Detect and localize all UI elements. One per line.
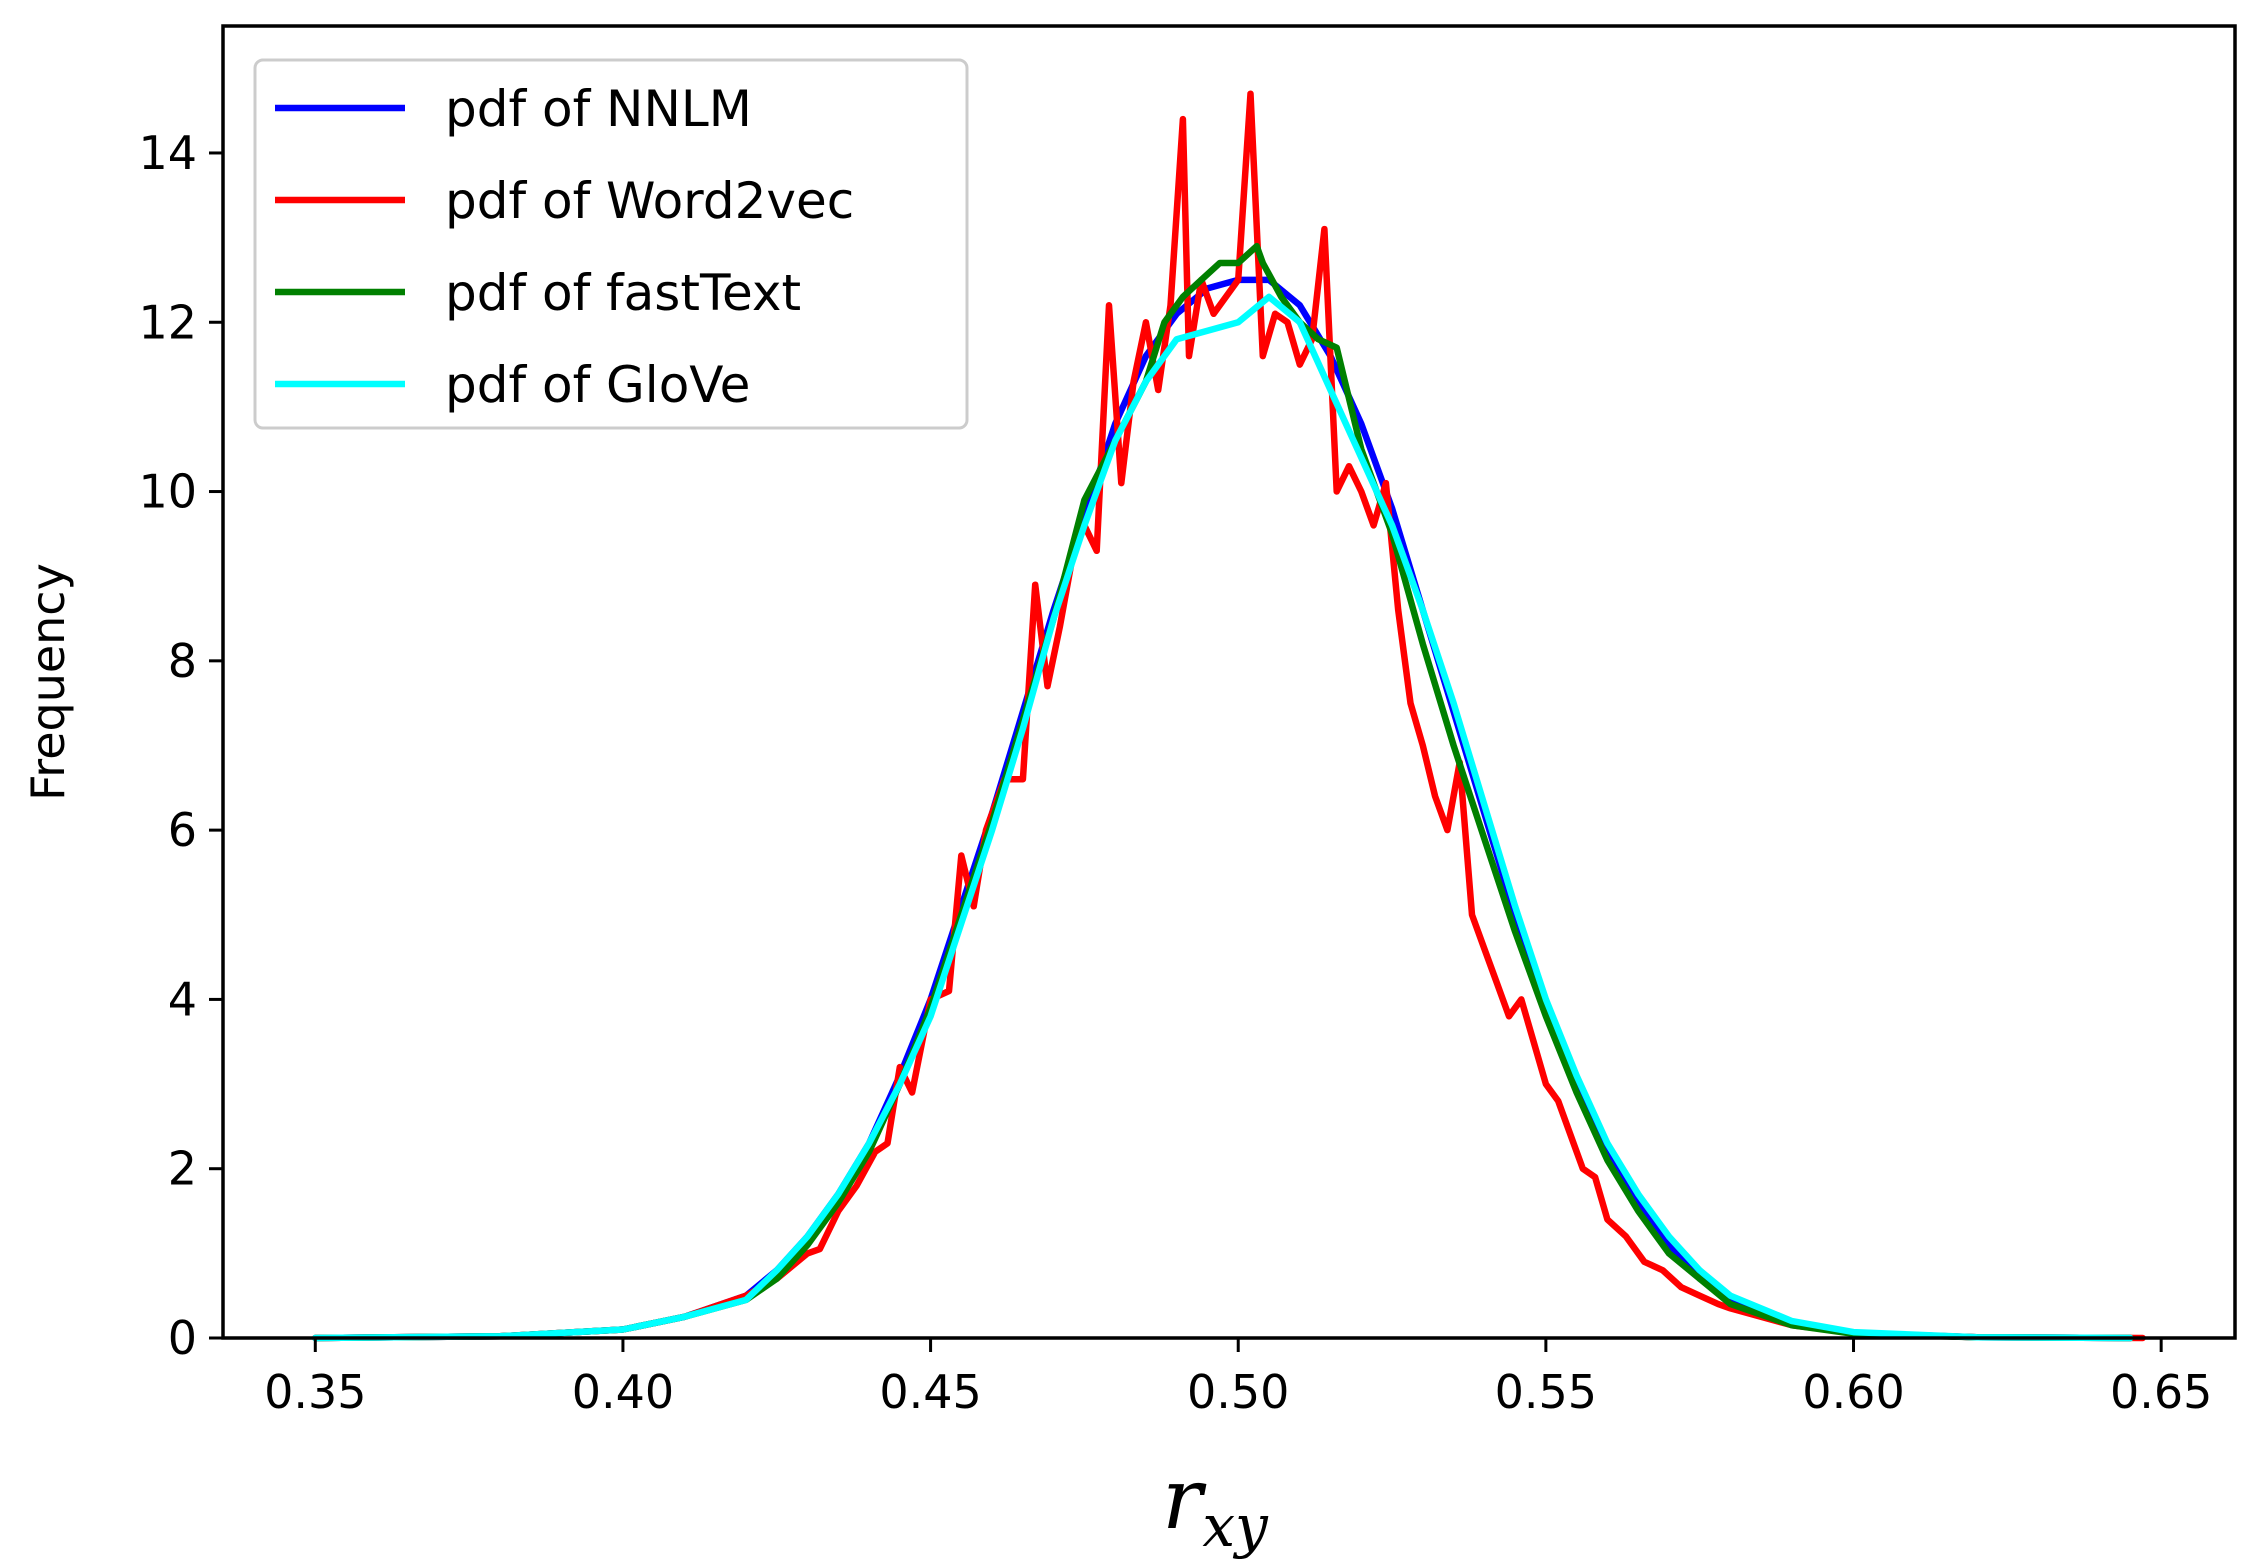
x-tick-label: 0.45 [879, 1365, 981, 1419]
series-layer [312, 90, 2146, 1342]
legend-box [253, 58, 969, 430]
y-tick-label: 12 [138, 295, 197, 349]
x-tick-label: 0.55 [1495, 1365, 1597, 1419]
x-tick-label: 0.40 [572, 1365, 674, 1419]
legend: pdf of NNLM pdf of Word2vec pdf of fastTex… [253, 58, 969, 430]
y-tick-label: 10 [138, 465, 197, 519]
series-line-pdf-of-word2vec [312, 90, 2146, 1342]
x-tick-label: 0.50 [1187, 1365, 1289, 1419]
y-tick-label: 2 [168, 1142, 197, 1196]
x-axis-title-main: r [1162, 1450, 1207, 1548]
legend-label: pdf of Word2vec [445, 172, 854, 230]
y-tick-label: 8 [168, 634, 197, 688]
y-tick-label: 6 [168, 803, 197, 857]
series-line-pdf-of-glove [312, 293, 2134, 1342]
y-tick-label: 14 [138, 126, 197, 180]
x-axis-title-subscript: xy [1202, 1492, 1269, 1560]
y-axis-title: Frequency [21, 563, 75, 801]
legend-entries: pdf of NNLM pdf of Word2vec pdf of fastTex… [275, 80, 854, 414]
legend-label: pdf of fastText [445, 264, 801, 322]
series-line-pdf-of-fasttext [312, 242, 2134, 1342]
legend-label: pdf of GloVe [445, 356, 750, 414]
plot-frame [221, 24, 2237, 1340]
legend-label: pdf of NNLM [445, 80, 752, 138]
y-tick-label: 4 [168, 972, 197, 1026]
y-tick-label: 0 [168, 1311, 197, 1365]
y-axis: 0 2 4 6 8 10 12 14 [138, 126, 223, 1365]
x-tick-label: 0.35 [264, 1365, 366, 1419]
x-tick-label: 0.65 [2110, 1365, 2212, 1419]
x-tick-label: 0.60 [1802, 1365, 1904, 1419]
x-axis: 0.35 0.40 0.45 0.50 0.55 0.60 0.65 [264, 1338, 2212, 1419]
x-axis-title: rxy [1162, 1450, 1269, 1560]
